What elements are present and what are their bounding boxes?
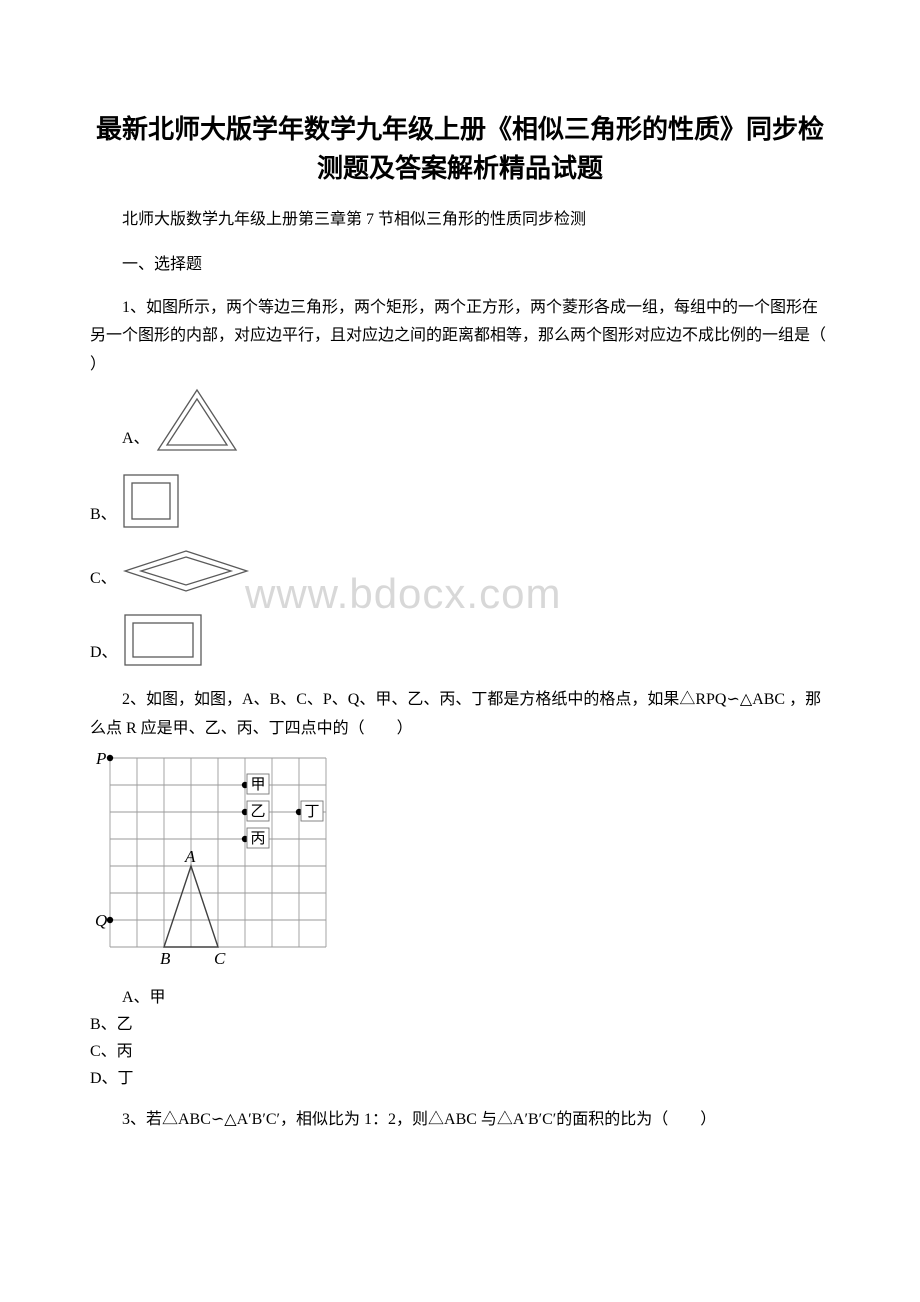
triangle-nested-icon xyxy=(154,386,240,454)
grid-label-jia: 甲 xyxy=(250,777,265,793)
q2-option-c: C、丙 xyxy=(90,1038,830,1065)
grid-label-c: C xyxy=(214,949,226,968)
q2-grid-figure: 甲 乙 丙 丁 P Q A B C xyxy=(90,748,830,978)
grid-label-a: A xyxy=(184,847,196,866)
doc-title: 最新北师大版学年数学九年级上册《相似三角形的性质》同步检测题及答案解析精品试题 xyxy=(90,110,830,188)
q1-b-label: B、 xyxy=(90,501,117,530)
q1-option-b: B、 xyxy=(90,472,830,530)
q2-option-a: A、甲 xyxy=(90,984,830,1011)
q1-option-d: D、 xyxy=(90,612,830,668)
q1-d-label: D、 xyxy=(90,639,118,668)
q2-text: 2、如图，如图，A、B、C、P、Q、甲、乙、丙、丁都是方格纸中的格点，如果△RP… xyxy=(90,686,830,744)
q3-text: 3、若△ABC∽△A′B′C′，相似比为 1：2，则△ABC 与△A′B′C′的… xyxy=(90,1106,830,1135)
q1-option-c: C、 xyxy=(90,548,830,594)
grid-label-bing: 丙 xyxy=(250,831,265,847)
document-content: 最新北师大版学年数学九年级上册《相似三角形的性质》同步检测题及答案解析精品试题 … xyxy=(90,110,830,1135)
grid-label-yi: 乙 xyxy=(250,804,265,820)
q1-c-label: C、 xyxy=(90,565,117,594)
square-nested-icon xyxy=(121,472,181,530)
q2-option-d: D、丁 xyxy=(90,1065,830,1092)
doc-subtitle: 北师大版数学九年级上册第三章第 7 节相似三角形的性质同步检测 xyxy=(90,206,830,235)
rectangle-nested-icon xyxy=(122,612,204,668)
q2-option-b: B、乙 xyxy=(90,1011,830,1038)
grid-label-ding: 丁 xyxy=(304,804,319,820)
section-heading: 一、选择题 xyxy=(90,251,830,280)
rhombus-nested-icon xyxy=(121,548,251,594)
q1-a-label: A、 xyxy=(122,425,150,454)
q1-option-a: A、 xyxy=(90,386,830,454)
grid-label-q: Q xyxy=(95,911,107,930)
grid-label-p: P xyxy=(95,749,106,768)
grid-label-b: B xyxy=(160,949,171,968)
q1-text: 1、如图所示，两个等边三角形，两个矩形，两个正方形，两个菱形各成一组，每组中的一… xyxy=(90,294,830,380)
